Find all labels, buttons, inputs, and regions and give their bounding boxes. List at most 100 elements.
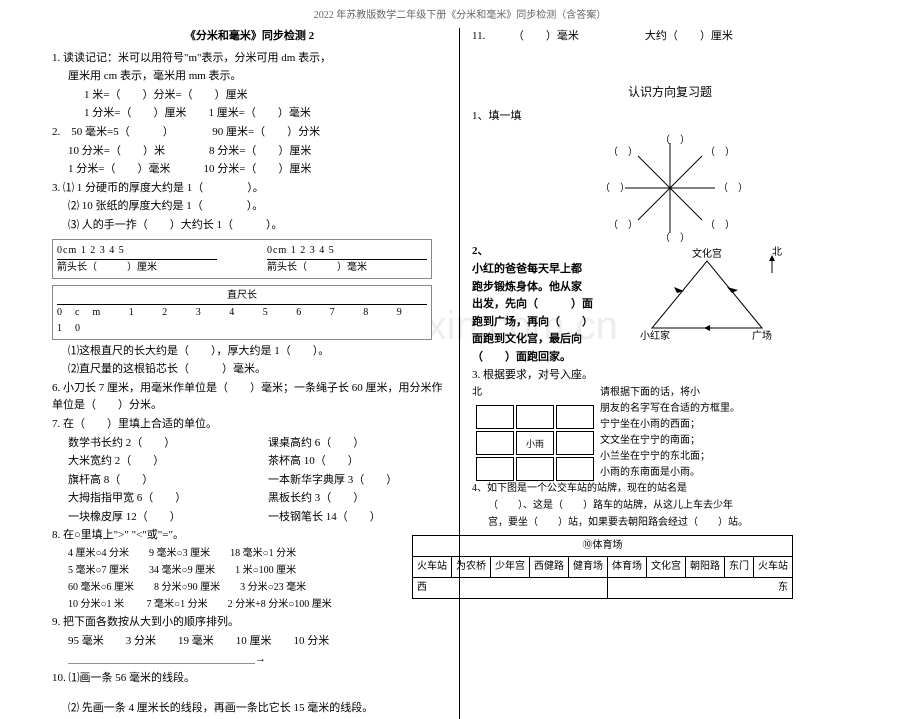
arrow-len-cm: 箭头长（ ）厘米 xyxy=(57,260,217,276)
stop-6: 文化宫 xyxy=(647,557,686,578)
rq4-b: （ ）、这是（ ）路车的站牌，从这儿上车去少年 xyxy=(472,498,868,514)
worksheet-title: 《分米和毫米》同步检测 2 xyxy=(52,28,447,46)
q10-b: ⑵ 先画一条 4 厘米长的线段，再画一条比它长 15 毫米的线段。 xyxy=(52,700,447,718)
ruler-full-scale: 0cm 1 2 3 4 5 6 7 8 9 10 xyxy=(57,304,427,337)
stop-1: 为农桥 xyxy=(452,557,491,578)
q1-b: 1 分米=（ ）厘米 1 厘米=（ ）毫米 xyxy=(52,105,447,123)
ruler-q1: ⑴这根直尺的长大约是（ ），厚大约是 1（ ）。 xyxy=(52,343,447,361)
rq3-d0: 请根据下面的话，将小 xyxy=(600,385,760,401)
rq4-c: 宫，要坐（ ）站，如果要去朝阳路会经过（ ）站。 xyxy=(472,515,868,531)
rq3-title: 3. 根据要求，对号入座。 xyxy=(472,367,868,385)
q8-r1: 5 毫米○7 厘米 34 毫米○9 厘米 1 米○100 厘米 xyxy=(52,563,447,579)
rq2-figure: 小红家 广场 文化宫 北 xyxy=(632,243,782,349)
compass-figure: （ ） （ ） （ ） （ ） （ ） （ ） （ ） （ ） xyxy=(600,133,740,243)
cell-center: 小雨 xyxy=(516,431,554,455)
rq2-l0: 2、 xyxy=(472,243,632,261)
q7-r2-0: 旗杆高 8（ ） xyxy=(68,472,268,490)
left-column: 《分米和毫米》同步检测 2 1. 读读记记：米可以用符号"m"表示，分米可用 d… xyxy=(40,28,460,719)
q3-b: ⑵ 10 张纸的厚度大约是 1（ ）。 xyxy=(52,198,447,216)
rq3-d2: 宁宁坐在小雨的西面； xyxy=(600,417,760,433)
q7-r3-0: 大拇指指甲宽 6（ ） xyxy=(68,490,268,508)
ruler-scale-1: 0cm 1 2 3 4 5 xyxy=(57,243,217,260)
bus-table: ⑩体育场 火车站 为农桥 少年宫 西健路 健育场 体育场 文化宫 朝阳路 东门 … xyxy=(412,535,793,599)
q2-c: 1 分米=（ ）毫米 10 分米=（ ）厘米 xyxy=(52,161,447,179)
bus-title: ⑩体育场 xyxy=(413,536,793,557)
rq2-l4: 跑到广场，再向（ ） xyxy=(472,314,632,332)
stop-3: 西健路 xyxy=(530,557,569,578)
bus-east: 东 xyxy=(608,578,793,599)
dir-n: （ ） xyxy=(660,133,690,149)
dir-sw: （ ） xyxy=(608,218,638,234)
rq3-wrap: 北 小雨 请根据下面的话，将小 朋友的名字写在合适的方框里。 宁宁坐在小雨的西面… xyxy=(472,385,868,481)
bus-west: 西 xyxy=(413,578,608,599)
cell-0 xyxy=(476,405,514,429)
q7-r1-1: 茶杯高 10（ ） xyxy=(268,455,359,467)
q7-r4-1: 一枝钢笔长 14（ ） xyxy=(268,511,381,523)
dir-ne: （ ） xyxy=(705,145,735,161)
dir-nw: （ ） xyxy=(608,145,638,161)
q8-title: 8. 在○里填上">" "<"或"="。 xyxy=(52,527,447,545)
stop-0: 火车站 xyxy=(413,557,452,578)
q2-a: 2. 50 毫米=5（ ） 90 厘米=（ ）分米 xyxy=(52,124,447,142)
rq2-l5: 面跑到文化宫，最后向 xyxy=(472,331,632,349)
arrow-len-mm: 箭头长（ ）毫米 xyxy=(267,260,427,276)
q6: 6. 小刀长 7 厘米，用毫米作单位是（ ）毫米；一条绳子长 60 厘米，用分米… xyxy=(52,380,447,415)
stop-8: 东门 xyxy=(725,557,754,578)
content: www.zixin.com.cn 《分米和毫米》同步检测 2 1. 读读记记：米… xyxy=(0,28,920,719)
stop-7: 朝阳路 xyxy=(686,557,725,578)
stop-5: 体育场 xyxy=(608,557,647,578)
seat-grid: 小雨 xyxy=(476,405,594,481)
q9-title: 9. 把下面各数按从大到小的顺序排列。 xyxy=(52,614,447,632)
rq3-d5: 小雨的东南面是小雨。 xyxy=(600,465,760,481)
label-square: 广场 xyxy=(752,329,772,342)
rq2-l6: （ ）面跑回家。 xyxy=(472,349,632,367)
right-column: 11. （ ）毫米 大约（ ）厘米 认识方向复习题 1、填一填 （ ） （ ） … xyxy=(460,28,880,719)
rq2-l1: 小红的爸爸每天早上都 xyxy=(472,261,632,279)
dir-s: （ ） xyxy=(660,231,690,247)
q8-r2: 60 毫米○6 厘米 8 分米○90 厘米 3 分米○23 毫米 xyxy=(52,580,447,596)
q3-c: ⑶ 人的手一拃（ ）大约长 1（ ）。 xyxy=(52,217,447,235)
cell-1 xyxy=(516,405,554,429)
q11: 11. （ ）毫米 大约（ ）厘米 xyxy=(472,28,868,46)
q7-rows: 数学书长约 2（ ）课桌高约 6（ ） 大米宽约 2（ ）茶杯高 10（ ） 旗… xyxy=(52,435,447,527)
rq3-desc: 请根据下面的话，将小 朋友的名字写在合适的方框里。 宁宁坐在小雨的西面； 文文坐… xyxy=(600,385,760,481)
q7-r3-1: 黑板长约 3（ ） xyxy=(268,492,364,504)
q8-r3: 10 分米○1 米 7 毫米○1 分米 2 分米+8 分米○100 厘米 xyxy=(52,597,447,613)
dir-w: （ ） xyxy=(600,181,630,197)
rq1-title: 1、填一填 xyxy=(472,108,868,126)
rq3-d3: 文文坐在宁宁的南面； xyxy=(600,433,760,449)
cell-8 xyxy=(556,457,594,481)
q7-r1-0: 大米宽约 2（ ） xyxy=(68,453,268,471)
cell-5 xyxy=(556,431,594,455)
q2-b: 10 分米=（ ）米 8 分米=（ ）厘米 xyxy=(52,143,447,161)
cell-7 xyxy=(516,457,554,481)
ruler-scale-2: 0cm 1 2 3 4 5 xyxy=(267,243,427,260)
q8-r0: 4 厘米○4 分米 9 毫米○3 厘米 18 毫米○1 分米 xyxy=(52,546,447,562)
rq3-d4: 小兰坐在宁宁的东北面； xyxy=(600,449,760,465)
q7-title: 7. 在（ ）里填上合适的单位。 xyxy=(52,416,447,434)
page-header: 2022 年苏教版数学二年级下册《分米和毫米》同步检测（含答案） xyxy=(0,0,920,28)
label-home: 小红家 xyxy=(640,329,670,342)
rq4-a: 4、如下图是一个公交车站的站牌，现在的站名是 xyxy=(472,481,868,497)
q7-r4-0: 一块橡皮厚 12（ ） xyxy=(68,509,268,527)
rq2-l3: 出发，先向（ ）面 xyxy=(472,296,632,314)
label-culture: 文化宫 xyxy=(692,247,722,260)
ruler-label: 直尺长 xyxy=(57,288,427,304)
q3-a: 3. ⑴ 1 分硬币的厚度大约是 1（ ）。 xyxy=(52,180,447,198)
ruler-q2: ⑵直尺量的这根铅芯长（ ）毫米。 xyxy=(52,361,447,379)
q10-a: 10. ⑴画一条 56 毫米的线段。 xyxy=(52,670,447,688)
stop-4: 健育场 xyxy=(569,557,608,578)
stop-9: 火车站 xyxy=(754,557,793,578)
section-title: 认识方向复习题 xyxy=(472,83,868,102)
stop-2: 少年宫 xyxy=(491,557,530,578)
q7-r2-1: 一本新华字典厚 3（ ） xyxy=(268,474,397,486)
rq2: 2、 小红的爸爸每天早上都 跑步锻炼身体。他从家 出发，先向（ ）面 跑到广场，… xyxy=(472,243,868,366)
q1-a: 1 米=（ ）分米=（ ）厘米 xyxy=(52,87,447,105)
dir-e: （ ） xyxy=(718,181,748,197)
q9-arrow: ＿＿＿＿＿＿＿＿＿＿＿＿＿＿＿＿＿→ xyxy=(52,651,447,669)
cell-3 xyxy=(476,431,514,455)
dir-se: （ ） xyxy=(705,218,735,234)
rq2-l2: 跑步锻炼身体。他从家 xyxy=(472,279,632,297)
cell-2 xyxy=(556,405,594,429)
ruler-full: 直尺长 0cm 1 2 3 4 5 6 7 8 9 10 xyxy=(52,285,432,340)
